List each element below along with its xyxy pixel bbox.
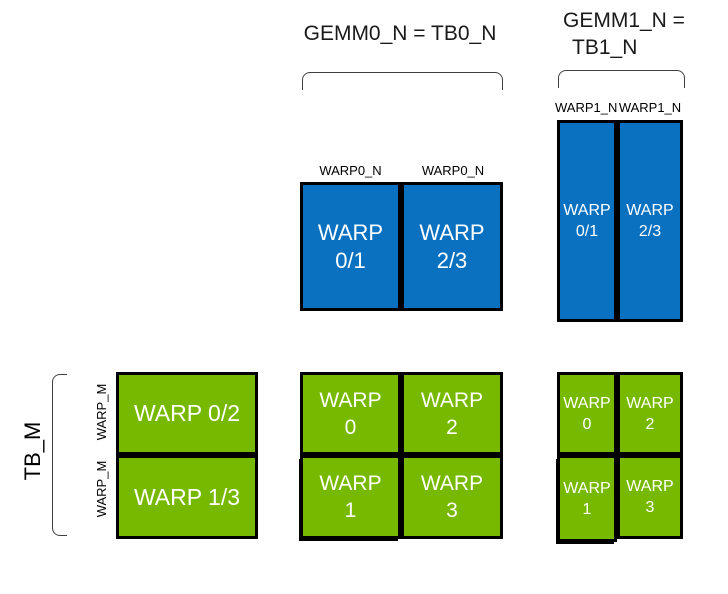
gemm1-warp-tile-01: WARP 0/1 — [557, 120, 617, 322]
gemm0-warp-tile-01: WARP 0/1 — [300, 182, 401, 311]
gemm1-accum-warp-grid: WARP 0 WARP 2 WARP 1 WARP 3 — [557, 372, 683, 542]
gemm1-title-line1: GEMM1_N = — [563, 9, 685, 32]
tile-label: WARP — [563, 394, 611, 412]
warp0-n-label-left: WARP0_N — [319, 163, 382, 178]
tile-label: WARP — [626, 394, 674, 412]
tile-sublabel: 0/1 — [575, 223, 599, 240]
warp-tile-13: WARP 1/3 — [116, 455, 258, 539]
tile-sublabel: 0 — [344, 415, 357, 439]
tile-sublabel: 1 — [582, 500, 592, 518]
warp0-n-label-right: WARP0_N — [421, 163, 485, 178]
gemm0-accum-warp-grid: WARP 0 WARP 2 WARP 1 WARP 3 — [300, 372, 503, 539]
tile-sublabel: 0 — [582, 415, 592, 433]
tile-sublabel: 1 — [344, 499, 357, 522]
tb-m-label: TB_M — [20, 421, 45, 481]
gemm0-warp-tile-23: WARP 2/3 — [401, 182, 503, 311]
tb-m-warp-tiles: WARP 0/2 WARP 1/3 — [116, 372, 258, 539]
gemm0-title: GEMM0_N = TB0_N — [303, 22, 497, 45]
tile-label: WARP — [420, 388, 484, 412]
tile-label: WARP — [317, 219, 384, 245]
gemm1-warp-tile-23: WARP 2/3 — [617, 120, 683, 322]
gemm0-n-bracket — [302, 72, 503, 90]
tile-label: WARP 0/2 — [133, 400, 241, 426]
tile-label: WARP — [626, 478, 674, 495]
tile-sublabel: 3 — [446, 499, 458, 522]
accum-tile-3: WARP 3 — [401, 455, 503, 539]
tile-sublabel: 2 — [446, 415, 458, 439]
accum-tile-2: WARP 2 — [617, 372, 683, 455]
tile-label: WARP — [319, 472, 382, 495]
tile-label: WARP — [419, 219, 485, 245]
tile-sublabel: 2 — [645, 415, 655, 433]
gemm1-title-line2: TB1_N — [572, 36, 638, 59]
warp-tile-02: WARP 0/2 — [116, 372, 258, 455]
tile-sublabel: 0/1 — [335, 247, 366, 273]
gemm1-title: GEMM1_N = TB1_N — [563, 7, 703, 61]
tile-label: WARP — [319, 388, 382, 412]
gemm1-n-bracket — [558, 70, 685, 88]
accum-tile-0: WARP 0 — [300, 372, 401, 455]
accum-tile-0: WARP 0 — [557, 372, 617, 455]
warp-m-label-top: WARP_M — [94, 383, 109, 441]
tile-sublabel: 2/3 — [638, 223, 662, 240]
warp-m-label-bottom: WARP_M — [94, 460, 109, 518]
warp1-n-label-left: WARP1_N — [555, 100, 618, 115]
tile-sublabel: 2/3 — [436, 247, 468, 273]
accum-tile-2: WARP 2 — [401, 372, 503, 455]
gemm0-warp-tiles: WARP 0/1 WARP 2/3 — [300, 182, 503, 311]
accum-tile-3: WARP 3 — [617, 455, 683, 539]
tile-label: WARP — [563, 202, 611, 219]
warp1-n-label-right: WARP1_N — [618, 100, 682, 115]
tile-sublabel: 3 — [645, 499, 655, 516]
accum-tile-1: WARP 1 — [300, 455, 401, 539]
tile-label: WARP — [563, 479, 611, 497]
tile-label: WARP 1/3 — [133, 483, 241, 510]
tile-label: WARP — [420, 472, 484, 495]
accum-tile-1: WARP 1 — [557, 455, 617, 542]
gemm1-warp-tiles: WARP 0/1 WARP 2/3 — [557, 120, 683, 322]
tile-label: WARP — [626, 202, 674, 219]
tb-m-bracket — [52, 374, 67, 536]
